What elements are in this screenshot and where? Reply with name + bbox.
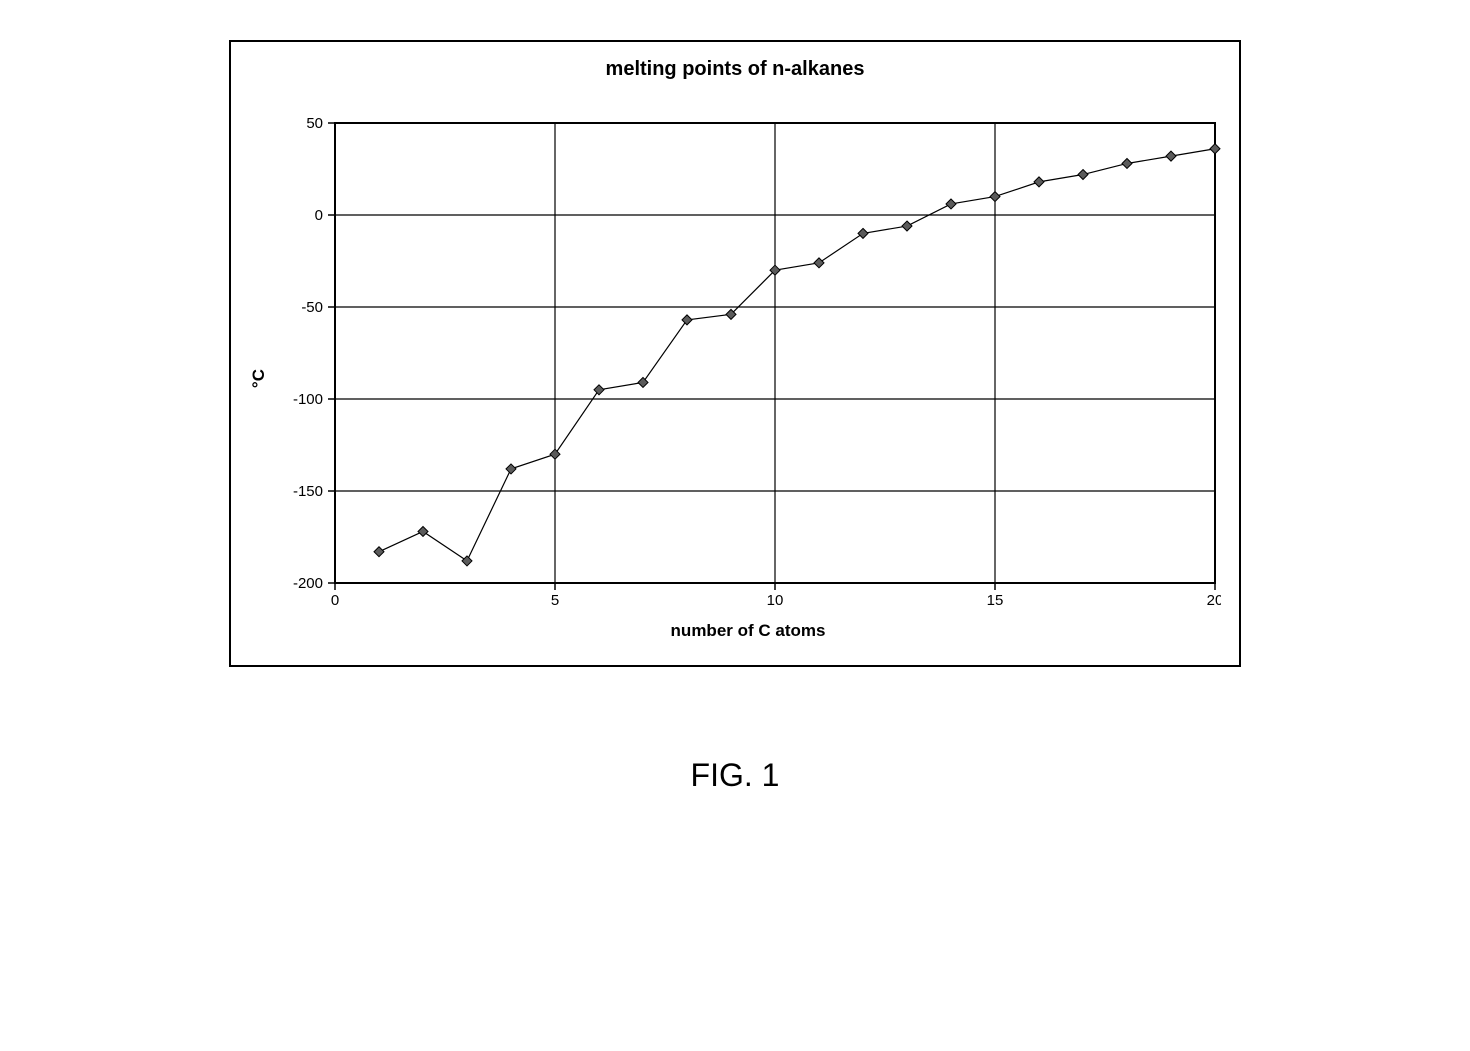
plot-column: -200 -150 -100 -50 0 50 0 5 10 15 20 number of C a… bbox=[275, 117, 1221, 641]
x-tick-label: 15 bbox=[987, 592, 1004, 609]
x-tick-label: 5 bbox=[551, 592, 559, 609]
x-tick-label: 0 bbox=[331, 592, 339, 609]
y-axis-label: °C bbox=[249, 369, 269, 388]
y-tick-label: 0 bbox=[315, 207, 323, 224]
figure-container: melting points of n-alkanes °C -200-150-… bbox=[40, 40, 1430, 794]
chart-frame: melting points of n-alkanes °C -200-150-… bbox=[229, 40, 1241, 667]
x-tick-label: 20 bbox=[1207, 592, 1221, 609]
figure-caption: FIG. 1 bbox=[691, 757, 780, 794]
chart-title: melting points of n-alkanes bbox=[249, 58, 1221, 81]
x-axis-label: number of C atoms bbox=[671, 621, 826, 641]
y-tick-label: -100 bbox=[293, 391, 323, 408]
y-tick-label: -50 bbox=[301, 299, 323, 316]
chart-row: °C -200 -150 -100 -50 0 50 0 5 10 15 20 number of … bbox=[249, 117, 1221, 641]
y-tick-label: -200 bbox=[293, 575, 323, 592]
y-tick-label: 50 bbox=[306, 117, 323, 132]
x-tick-label: 10 bbox=[767, 592, 784, 609]
y-tick-label: -150 bbox=[293, 483, 323, 500]
chart-svg: -200 -150 -100 -50 0 50 0 5 10 15 20 bbox=[275, 117, 1221, 617]
